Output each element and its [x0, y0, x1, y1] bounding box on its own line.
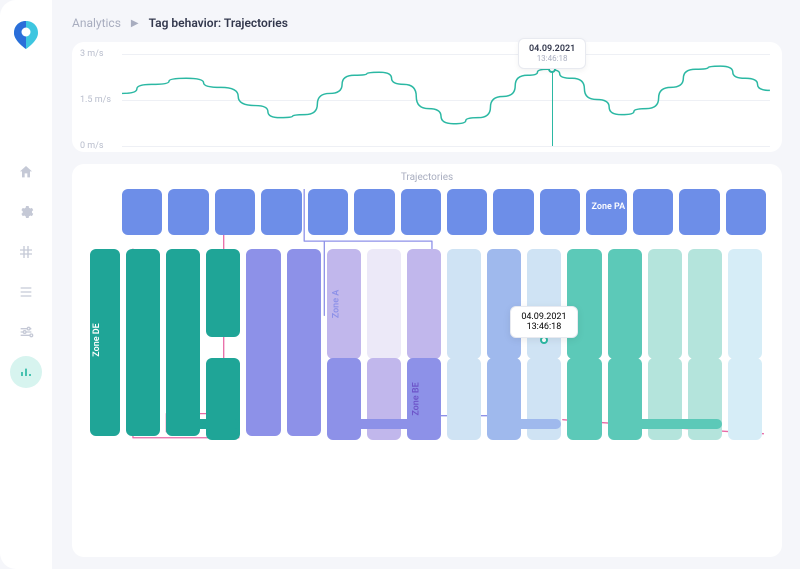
zone-top[interactable] [401, 189, 441, 235]
sliders-icon [18, 324, 34, 340]
zone-lower[interactable] [728, 358, 762, 441]
zone-top[interactable] [447, 189, 487, 235]
zone-top[interactable] [726, 189, 766, 235]
zone-lower[interactable] [567, 358, 601, 441]
nav-home[interactable] [0, 152, 52, 192]
zone-lower[interactable] [447, 358, 481, 441]
zone-mid[interactable] [287, 249, 321, 436]
home-icon [18, 164, 34, 180]
zone-mid[interactable] [688, 249, 722, 359]
zone-mid[interactable] [367, 249, 401, 359]
chart-icon [18, 364, 34, 380]
zone-mid[interactable] [648, 249, 682, 359]
chevron-right-icon: ▶ [131, 18, 139, 29]
tooltip-time: 13:46:18 [529, 54, 575, 63]
breadcrumb-leaf: Tag behavior: Trajectories [149, 16, 288, 30]
zone-mid[interactable] [206, 249, 240, 337]
list-icon [18, 284, 34, 300]
grid-icon [18, 244, 34, 260]
chart-ytick: 1.5 m/s [80, 95, 111, 105]
zone-bottom-bar[interactable] [608, 419, 722, 429]
tooltip-date: 04.09.2021 [529, 44, 575, 54]
zone-top[interactable] [679, 189, 719, 235]
speed-line-chart[interactable] [122, 48, 770, 145]
zone-label: Zone BE [412, 382, 422, 415]
chart-marker-line [552, 69, 553, 146]
zone-bottom-bar[interactable] [327, 419, 441, 429]
chart-ytick: 3 m/s [80, 49, 104, 59]
zone-bottom-bar[interactable] [487, 419, 561, 429]
breadcrumb-root[interactable]: Analytics [72, 16, 121, 30]
zone-mid[interactable] [447, 249, 481, 359]
zone-label: Zone PA [592, 202, 626, 212]
zone-mid[interactable] [166, 249, 200, 436]
nav-settings[interactable] [0, 192, 52, 232]
zone-top[interactable] [354, 189, 394, 235]
zone-mid[interactable] [246, 249, 280, 436]
gear-icon [18, 204, 34, 220]
trajectory-map[interactable]: 04.09.2021 13:46:18 Zone PA Zone DE Zone A… [90, 189, 764, 540]
chart-tooltip: 04.09.2021 13:46:18 [518, 38, 586, 69]
sidebar [0, 0, 52, 569]
zone-mid[interactable] [728, 249, 762, 359]
zone-top[interactable] [168, 189, 208, 235]
zone-top[interactable] [493, 189, 533, 235]
zone-mid[interactable] [608, 249, 642, 359]
zone-top[interactable] [633, 189, 673, 235]
zone-top[interactable] [586, 189, 626, 235]
zone-mid[interactable] [487, 249, 521, 359]
logo-icon [14, 21, 38, 49]
map-tooltip: 04.09.2021 13:46:18 [510, 306, 577, 338]
map-tooltip-date: 04.09.2021 [521, 312, 566, 322]
speed-chart-card: 3 m/s 1.5 m/s 0 m/s 04.09.2021 13:46:18 [72, 42, 782, 152]
nav-list[interactable] [0, 272, 52, 312]
main-content: Analytics ▶ Tag behavior: Trajectories 3… [52, 0, 800, 569]
zone-label: Zone DE [92, 324, 102, 358]
chart-ytick: 0 m/s [80, 141, 104, 151]
nav-sliders[interactable] [0, 312, 52, 352]
map-tooltip-time: 13:46:18 [521, 322, 566, 332]
nav-grid[interactable] [0, 232, 52, 272]
nav-analytics[interactable] [0, 352, 52, 392]
zone-mid[interactable] [126, 249, 160, 436]
map-title: Trajectories [90, 172, 764, 183]
zone-mid[interactable] [407, 249, 441, 359]
zone-top[interactable] [122, 189, 162, 235]
zone-top[interactable] [540, 189, 580, 235]
zone-top[interactable] [215, 189, 255, 235]
app-logo [9, 18, 43, 52]
trajectory-map-card: Trajectories 04.09.2021 13:46:18 Zone PA… [72, 164, 782, 557]
zone-bottom-bar[interactable] [166, 419, 240, 429]
zone-top[interactable] [308, 189, 348, 235]
breadcrumb: Analytics ▶ Tag behavior: Trajectories [72, 16, 782, 30]
zone-label: Zone A [331, 290, 341, 319]
zone-top[interactable] [261, 189, 301, 235]
zone-mid[interactable] [567, 249, 601, 359]
